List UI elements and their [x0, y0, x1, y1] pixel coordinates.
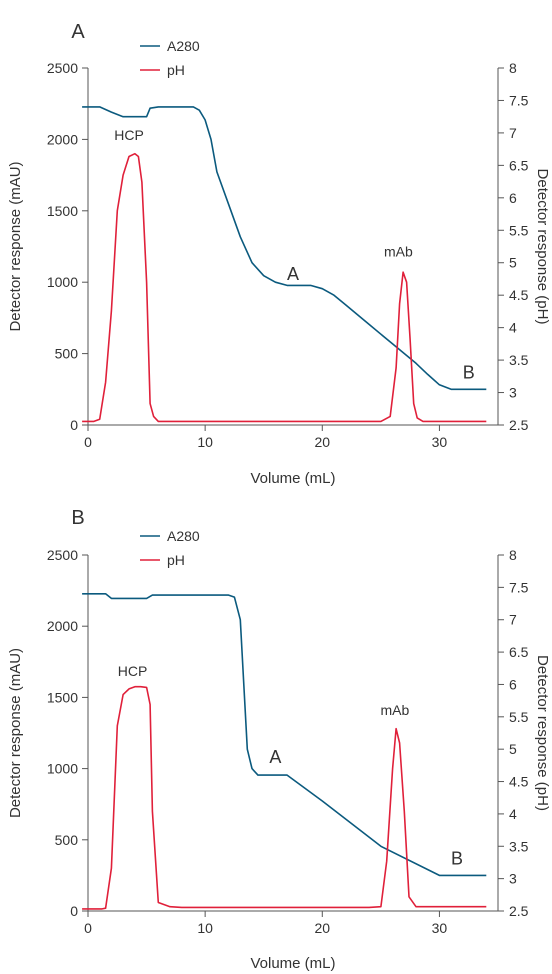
series-line-ph	[82, 685, 487, 910]
x-tick-label: 0	[84, 920, 92, 936]
y-right-tick-label: 3.5	[509, 352, 529, 368]
x-tick-label: 0	[84, 434, 92, 450]
y-left-tick-label: 500	[55, 832, 79, 848]
y-right-tick-label: 3.5	[509, 838, 529, 854]
y-right-tick-label: 5	[509, 255, 517, 271]
y-left-tick-label: 2500	[47, 60, 78, 76]
chart-panel-a: A 0 10 20 30 0 500 1000 1500 2000 2500 2.5 3 3.5 4 4.5 5…	[7, 21, 551, 487]
x-tick-label: 30	[432, 434, 448, 450]
series-line-ph	[82, 152, 487, 423]
x-tick-label: 10	[197, 920, 213, 936]
y-right-tick-label: 6.5	[509, 644, 529, 660]
x-tick-label: 10	[197, 434, 213, 450]
annotation-label: A	[287, 264, 299, 284]
y-right-tick-label: 5.5	[509, 709, 529, 725]
annotation-label: B	[451, 849, 463, 869]
legend-label: pH	[167, 552, 185, 568]
y-left-tick-label: 0	[70, 417, 78, 433]
y-right-tick-label: 7	[509, 612, 517, 628]
y-right-tick-label: 5.5	[509, 222, 529, 238]
y-axis-right-title: Detector response (pH)	[534, 169, 551, 325]
y-right-tick-label: 7	[509, 125, 517, 141]
y-right-tick-label: 2.5	[509, 417, 529, 433]
y-right-tick-label: 3	[509, 871, 517, 887]
series-line-a280	[82, 106, 487, 391]
y-left-tick-label: 2000	[47, 618, 78, 634]
x-axis-title: Volume (mL)	[250, 955, 335, 972]
y-right-tick-label: 6	[509, 190, 517, 206]
y-right-tick-label: 7.5	[509, 579, 529, 595]
y-left-tick-label: 0	[70, 903, 78, 919]
legend-label: A280	[167, 528, 200, 544]
annotation-label: HCP	[114, 127, 144, 143]
series-line-a280	[82, 593, 487, 877]
x-tick-label: 30	[432, 920, 448, 936]
annotation-label: mAb	[381, 702, 410, 718]
y-left-tick-label: 1500	[47, 203, 78, 219]
y-left-tick-label: 2500	[47, 547, 78, 563]
y-right-tick-label: 3	[509, 385, 517, 401]
y-right-tick-label: 4.5	[509, 287, 529, 303]
x-tick-label: 20	[314, 920, 330, 936]
y-right-tick-label: 7.5	[509, 92, 529, 108]
legend-label: A280	[167, 38, 200, 54]
y-right-tick-label: 8	[509, 547, 517, 563]
y-right-tick-label: 6.5	[509, 157, 529, 173]
y-left-tick-label: 1000	[47, 274, 78, 290]
y-left-tick-label: 2000	[47, 131, 78, 147]
y-left-tick-label: 1000	[47, 761, 78, 777]
y-axis-right-title: Detector response (pH)	[534, 655, 551, 811]
y-left-tick-label: 500	[55, 346, 79, 362]
y-right-tick-label: 6	[509, 676, 517, 692]
panel-label: A	[71, 21, 85, 43]
y-axis-left-title: Detector response (mAU)	[7, 161, 24, 331]
y-right-tick-label: 2.5	[509, 903, 529, 919]
x-axis-title: Volume (mL)	[250, 470, 335, 487]
y-right-tick-label: 8	[509, 60, 517, 76]
annotation-label: mAb	[384, 243, 413, 259]
legend-label: pH	[167, 62, 185, 78]
annotation-label: HCP	[118, 663, 148, 679]
x-tick-label: 20	[314, 434, 330, 450]
y-right-tick-label: 4.5	[509, 774, 529, 790]
y-axis-left-title: Detector response (mAU)	[7, 648, 24, 818]
y-right-tick-label: 5	[509, 741, 517, 757]
chart-panel-b: B 0 10 20 30 0 500 1000 1500 2000 2500 2.5 3 3.5 4 4.5 5…	[7, 507, 551, 972]
y-right-tick-label: 4	[509, 320, 517, 336]
annotation-label: B	[463, 363, 475, 383]
y-left-tick-label: 1500	[47, 689, 78, 705]
y-right-tick-label: 4	[509, 806, 517, 822]
annotation-label: A	[269, 747, 281, 767]
panel-label: B	[71, 507, 84, 529]
